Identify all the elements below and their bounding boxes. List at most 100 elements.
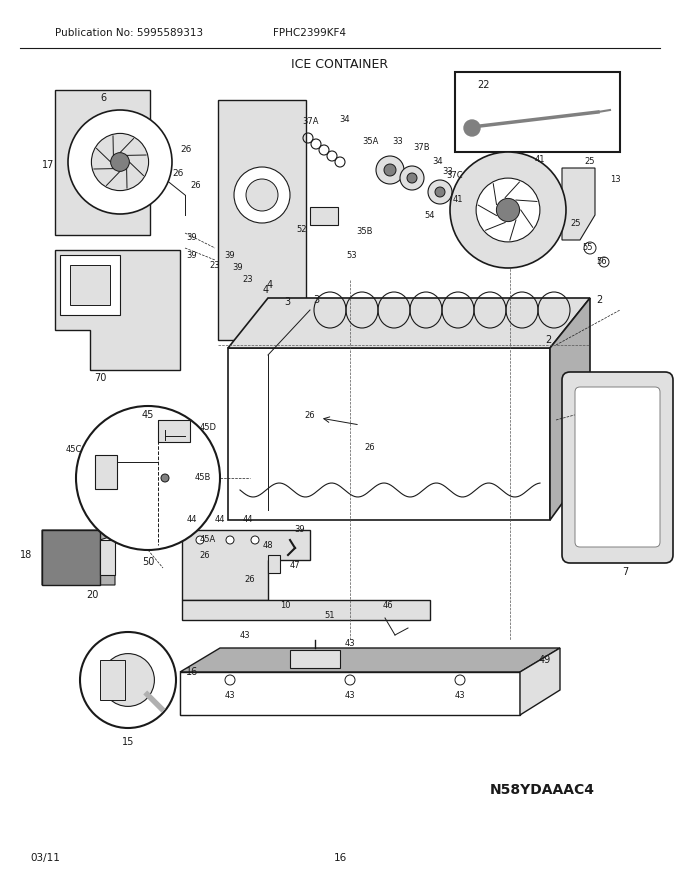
Circle shape	[161, 474, 169, 482]
Text: 10: 10	[279, 600, 290, 610]
Circle shape	[496, 198, 520, 222]
Circle shape	[196, 536, 204, 544]
Text: 39: 39	[233, 263, 243, 273]
Text: 37C: 37C	[447, 171, 463, 180]
Text: 51: 51	[325, 611, 335, 620]
Text: 26: 26	[305, 410, 316, 420]
Text: 35B: 35B	[357, 228, 373, 237]
Text: 43: 43	[239, 630, 250, 640]
Circle shape	[584, 242, 596, 254]
Circle shape	[68, 110, 172, 214]
Text: 45: 45	[142, 410, 154, 420]
Circle shape	[384, 164, 396, 176]
Polygon shape	[228, 348, 550, 520]
FancyBboxPatch shape	[575, 387, 660, 547]
Circle shape	[251, 536, 259, 544]
Circle shape	[225, 675, 235, 685]
Bar	[455, 72, 620, 152]
Circle shape	[455, 675, 465, 685]
Circle shape	[435, 187, 445, 197]
Text: 43: 43	[455, 691, 465, 700]
Text: 39: 39	[294, 525, 305, 534]
Polygon shape	[180, 672, 190, 715]
Text: 22: 22	[477, 80, 490, 90]
Text: FPHC2399KF4: FPHC2399KF4	[273, 28, 347, 38]
Text: 39: 39	[187, 233, 197, 243]
Text: 39: 39	[187, 251, 197, 260]
Text: 33: 33	[392, 137, 403, 146]
Polygon shape	[550, 298, 590, 520]
Text: 34: 34	[340, 115, 350, 124]
Bar	[290, 650, 340, 668]
Text: 2: 2	[545, 335, 551, 345]
Text: 25: 25	[571, 219, 581, 229]
Text: 55: 55	[583, 244, 593, 253]
Text: 26: 26	[190, 180, 201, 189]
Text: 48: 48	[262, 541, 273, 551]
Text: 15: 15	[122, 737, 134, 747]
Text: 16: 16	[186, 667, 199, 677]
Text: 3: 3	[284, 297, 290, 307]
Text: 44: 44	[187, 516, 197, 524]
Text: 13: 13	[610, 175, 620, 185]
Bar	[158, 420, 190, 442]
Text: 41: 41	[453, 195, 463, 204]
Text: 7: 7	[622, 567, 628, 577]
Text: 50: 50	[142, 557, 154, 567]
Text: 4: 4	[263, 285, 269, 295]
Circle shape	[450, 152, 566, 268]
Polygon shape	[180, 672, 520, 715]
Text: 26: 26	[180, 145, 192, 155]
Text: 26: 26	[364, 444, 375, 452]
Text: 26: 26	[245, 576, 255, 584]
FancyBboxPatch shape	[562, 372, 673, 563]
Circle shape	[476, 178, 540, 242]
Text: 43: 43	[345, 691, 356, 700]
Text: 54: 54	[425, 210, 435, 219]
Bar	[218, 100, 306, 340]
Text: 45D: 45D	[200, 422, 217, 431]
Text: 17: 17	[41, 160, 54, 170]
Bar	[100, 540, 115, 575]
Polygon shape	[228, 298, 590, 348]
Text: Publication No: 5995589313: Publication No: 5995589313	[55, 28, 203, 38]
Text: 2: 2	[596, 295, 602, 305]
Text: 3: 3	[313, 295, 319, 305]
Text: 45A: 45A	[200, 536, 216, 545]
Bar	[42, 530, 100, 585]
Bar	[55, 90, 150, 235]
Circle shape	[101, 654, 154, 707]
Polygon shape	[180, 648, 560, 672]
Bar	[310, 207, 338, 225]
Circle shape	[246, 179, 278, 211]
Text: 20: 20	[86, 590, 98, 600]
Text: 44: 44	[215, 516, 225, 524]
Circle shape	[400, 166, 424, 190]
Text: 47: 47	[290, 561, 301, 569]
Circle shape	[234, 167, 290, 223]
Text: 23: 23	[243, 275, 254, 284]
Text: 53: 53	[347, 251, 357, 260]
Text: 23: 23	[209, 260, 220, 269]
Circle shape	[80, 632, 176, 728]
Circle shape	[111, 152, 129, 172]
Bar	[95, 455, 117, 489]
Text: 41: 41	[534, 156, 545, 165]
Text: 6: 6	[100, 93, 106, 103]
Bar	[100, 660, 125, 700]
Text: 4: 4	[267, 280, 273, 290]
Circle shape	[599, 257, 609, 267]
Text: 43: 43	[345, 639, 356, 648]
Text: N58YDAAAC4: N58YDAAAC4	[490, 783, 595, 797]
Circle shape	[407, 173, 417, 183]
Bar	[268, 555, 280, 573]
Bar	[70, 265, 110, 305]
Text: 18: 18	[20, 550, 32, 560]
Circle shape	[226, 536, 234, 544]
Circle shape	[428, 180, 452, 204]
Text: 52: 52	[296, 225, 307, 234]
Text: 37A: 37A	[302, 118, 318, 127]
Circle shape	[376, 156, 404, 184]
Text: 45B: 45B	[195, 473, 211, 482]
Text: 34: 34	[432, 158, 443, 166]
